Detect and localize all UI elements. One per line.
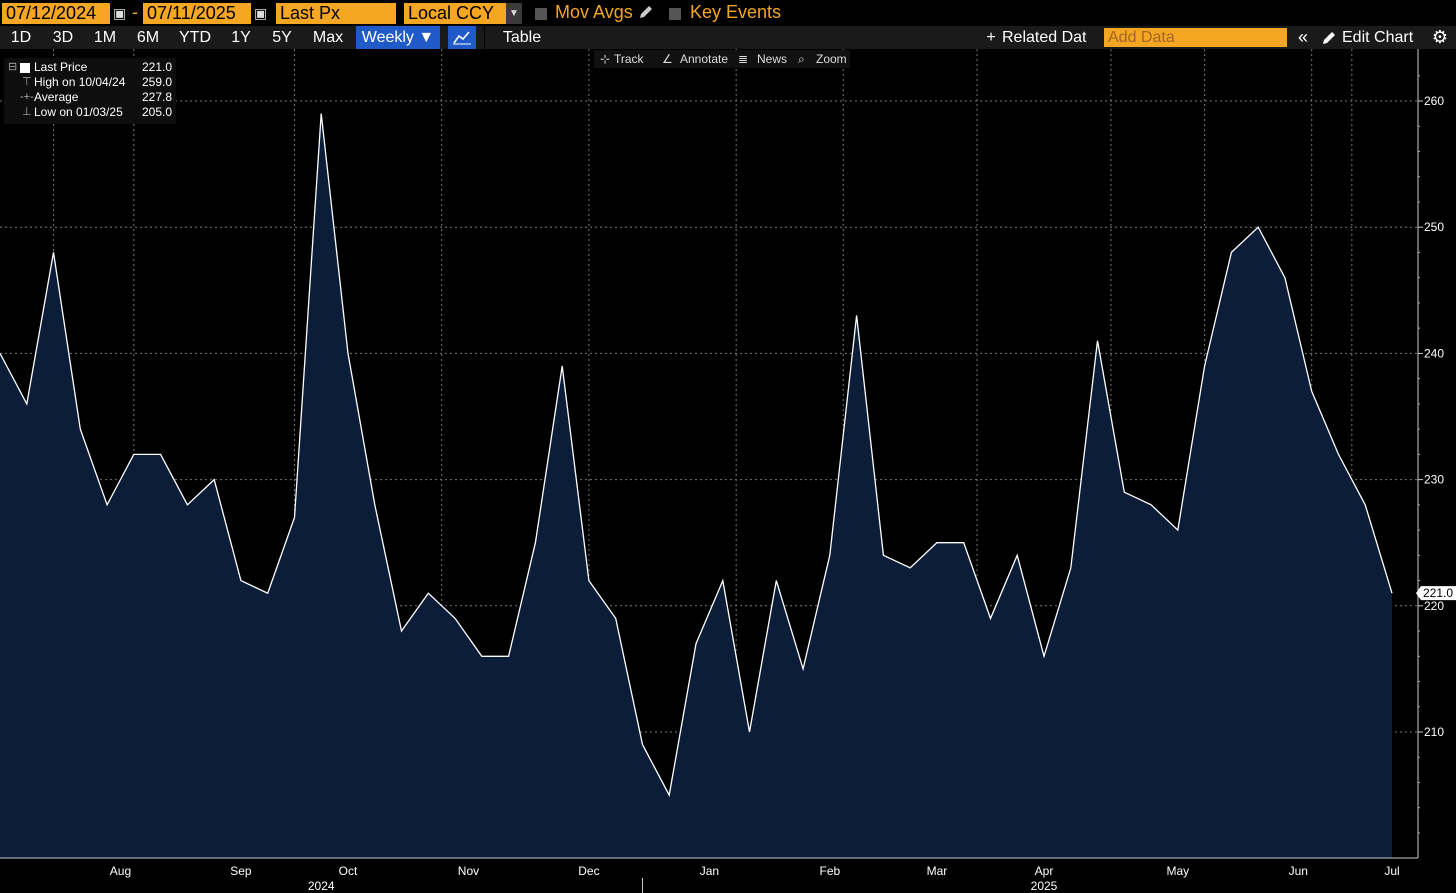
- related-data-button[interactable]: Related Dat: [1002, 29, 1087, 46]
- y-tick-label: 250: [1424, 220, 1444, 234]
- track-icon[interactable]: ⊹: [600, 52, 611, 66]
- edit-pencil-icon[interactable]: [1318, 26, 1340, 49]
- mov-avgs-checkbox[interactable]: [535, 8, 547, 20]
- x-month-label: Dec: [578, 864, 599, 878]
- x-month-label: Jun: [1289, 864, 1308, 878]
- last-value-label: 221.0: [1423, 586, 1453, 600]
- field-select[interactable]: Last Px: [276, 3, 396, 24]
- x-month-label: Sep: [230, 864, 252, 878]
- period-1m-button[interactable]: 1M: [93, 29, 117, 46]
- settings-gear-icon[interactable]: ⚙: [1431, 27, 1449, 47]
- period-3d-button[interactable]: 3D: [52, 29, 74, 46]
- price-area-fill: [0, 113, 1392, 859]
- chart-legend: ⊟ Last Price 221.0 ⊤ High on 10/04/24 25…: [4, 58, 176, 124]
- average-marker-icon: -+-: [20, 91, 34, 103]
- price-area: [0, 113, 1393, 859]
- y-tick-label: 230: [1424, 473, 1444, 487]
- x-year-label: 2025: [1031, 879, 1058, 893]
- top-toolbar: 07/12/2024 ▣ - 07/11/2025 ▣ Last Px Loca…: [0, 0, 1456, 26]
- y-tick-label: 210: [1424, 725, 1444, 739]
- edit-chart-button[interactable]: Edit Chart: [1342, 29, 1414, 46]
- x-month-label: Feb: [820, 864, 841, 878]
- period-max-button[interactable]: Max: [312, 29, 344, 46]
- period-5y-button[interactable]: 5Y: [272, 29, 292, 46]
- plus-icon[interactable]: +: [986, 29, 996, 46]
- x-month-label: Mar: [927, 864, 948, 878]
- low-marker-icon: ⊥: [22, 106, 32, 118]
- legend-collapse-icon[interactable]: ⊟: [8, 61, 18, 73]
- y-tick-label: 260: [1424, 94, 1444, 108]
- end-date-field[interactable]: 07/11/2025: [143, 3, 251, 24]
- x-month-label: Nov: [458, 864, 479, 878]
- legend-high: ⊤ High on 10/04/24 259.0: [22, 75, 172, 89]
- currency-select[interactable]: Local CCY: [404, 3, 506, 24]
- annotate-button[interactable]: Annotate: [680, 52, 729, 66]
- annotate-icon[interactable]: ∠: [662, 52, 673, 66]
- start-date-field[interactable]: 07/12/2024: [2, 3, 110, 24]
- news-button[interactable]: News: [757, 52, 788, 66]
- add-data-input[interactable]: Add Data: [1104, 28, 1287, 47]
- start-calendar-icon[interactable]: ▣: [113, 5, 127, 21]
- chart-tools-bar: ⊹ Track ∠ Annotate ≣ News ⌕ Zoom: [594, 50, 850, 68]
- x-month-label: May: [1167, 864, 1190, 878]
- zoom-button[interactable]: Zoom: [816, 52, 847, 66]
- period-1y-button[interactable]: 1Y: [231, 29, 251, 46]
- frequency-select[interactable]: Weekly ▼: [356, 26, 440, 49]
- price-chart[interactable]: 210 220 230 240 250 260 221.0 Aug Sep Oct Nov Dec Ja…: [0, 49, 1456, 893]
- last-price-swatch: [20, 63, 30, 73]
- line-chart-icon[interactable]: [448, 26, 476, 49]
- high-marker-icon: ⊤: [22, 76, 32, 88]
- y-tick-label: 240: [1424, 346, 1444, 360]
- legend-low: ⊥ Low on 01/03/25 205.0: [22, 105, 172, 119]
- period-toolbar: 1D 3D 1M 6M YTD 1Y 5Y Max Weekly ▼ Table…: [0, 26, 1456, 49]
- news-icon[interactable]: ≣: [738, 52, 749, 66]
- legend-average: -+- Average 227.8: [20, 90, 172, 104]
- mov-avgs-label[interactable]: Mov Avgs: [555, 2, 633, 22]
- zoom-icon[interactable]: ⌕: [798, 52, 805, 66]
- axes: 210 220 230 240 250 260 221.0 Aug Sep Oct Nov Dec Ja…: [0, 49, 1456, 893]
- period-6m-button[interactable]: 6M: [136, 29, 160, 46]
- track-button[interactable]: Track: [614, 52, 644, 66]
- x-month-label: Oct: [339, 864, 358, 878]
- table-button[interactable]: Table: [502, 29, 542, 46]
- last-value-tag: [1416, 586, 1456, 601]
- y-tick-label: 220: [1424, 599, 1444, 613]
- pencil-icon[interactable]: [637, 3, 655, 26]
- x-month-label: Apr: [1035, 864, 1054, 878]
- end-calendar-icon[interactable]: ▣: [254, 5, 268, 21]
- toolbar-divider: [484, 26, 485, 49]
- x-month-label: Aug: [110, 864, 131, 878]
- period-1d-button[interactable]: 1D: [10, 29, 32, 46]
- key-events-checkbox[interactable]: [669, 8, 681, 20]
- currency-dropdown-icon[interactable]: ▼: [506, 3, 522, 24]
- x-month-label: Jul: [1384, 864, 1399, 878]
- x-month-label: Jan: [700, 864, 719, 878]
- period-ytd-button[interactable]: YTD: [179, 29, 211, 46]
- x-year-label: 2024: [308, 879, 335, 893]
- legend-last-price[interactable]: ⊟ Last Price 221.0: [8, 60, 172, 74]
- date-range-separator: -: [132, 2, 138, 22]
- price-line: [0, 113, 1393, 798]
- collapse-icon[interactable]: «: [1297, 27, 1308, 47]
- key-events-label[interactable]: Key Events: [690, 2, 782, 22]
